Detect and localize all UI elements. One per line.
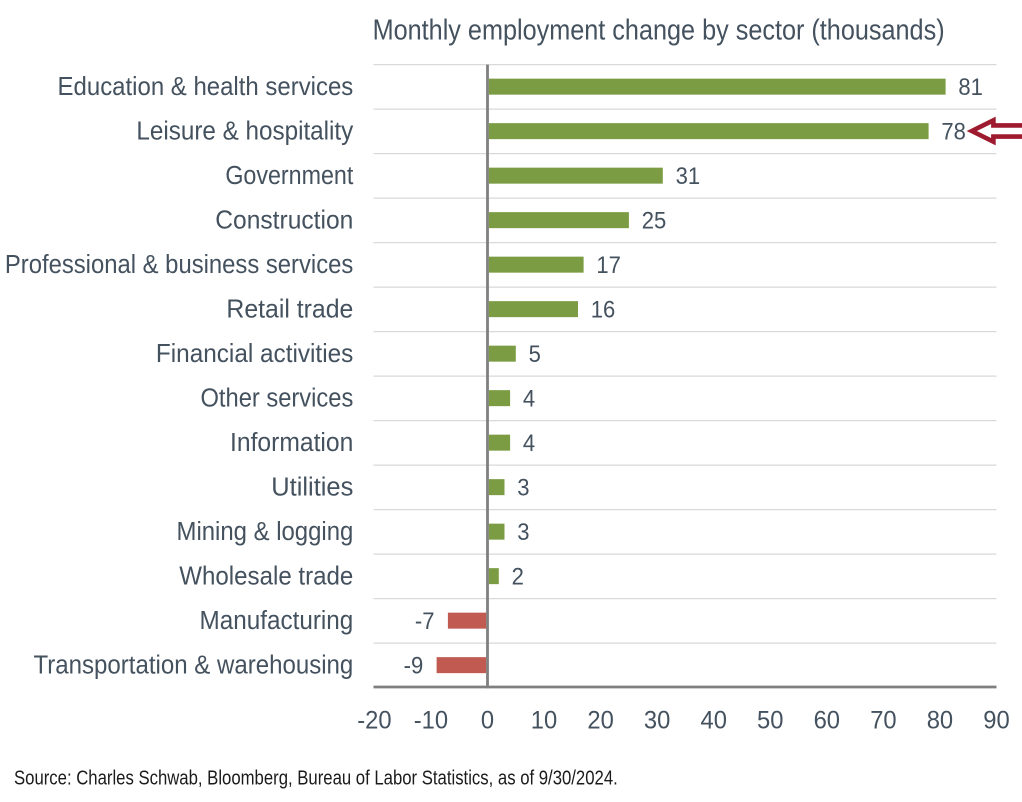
svg-text:Government: Government [225, 162, 353, 190]
svg-text:Professional & business servic: Professional & business services [5, 250, 353, 279]
svg-text:10: 10 [531, 707, 557, 735]
svg-text:Financial activities: Financial activities [156, 339, 353, 368]
svg-text:40: 40 [700, 707, 726, 735]
svg-text:31: 31 [676, 162, 701, 189]
svg-text:0: 0 [481, 707, 494, 735]
svg-text:16: 16 [591, 295, 616, 322]
svg-text:78: 78 [941, 117, 966, 144]
svg-text:Transportation & warehousing: Transportation & warehousing [34, 651, 354, 680]
svg-text:Source: Charles Schwab, Bloomb: Source: Charles Schwab, Bloomberg, Burea… [14, 766, 618, 789]
svg-text:Monthly employment change by s: Monthly employment change by sector (tho… [373, 13, 945, 46]
svg-text:Retail trade: Retail trade [226, 295, 353, 324]
svg-text:-10: -10 [414, 707, 448, 735]
svg-text:-20: -20 [357, 707, 391, 735]
svg-text:Construction: Construction [215, 206, 353, 235]
svg-text:-7: -7 [415, 607, 435, 634]
svg-text:Utilities: Utilities [271, 473, 353, 501]
svg-text:Other services: Other services [200, 384, 353, 413]
svg-text:3: 3 [517, 518, 529, 545]
svg-text:2: 2 [512, 562, 524, 589]
svg-text:Leisure & hospitality: Leisure & hospitality [136, 117, 353, 146]
svg-text:90: 90 [983, 707, 1009, 735]
svg-text:5: 5 [529, 340, 541, 367]
svg-text:80: 80 [927, 707, 953, 735]
svg-text:Education & health services: Education & health services [58, 72, 354, 101]
svg-text:81: 81 [958, 73, 983, 100]
svg-text:4: 4 [523, 429, 535, 456]
svg-text:Wholesale trade: Wholesale trade [179, 562, 353, 591]
svg-text:17: 17 [596, 251, 621, 278]
svg-text:20: 20 [587, 707, 613, 735]
svg-text:Information: Information [230, 428, 353, 457]
svg-text:25: 25 [642, 206, 667, 233]
svg-text:Mining & logging: Mining & logging [177, 517, 354, 546]
svg-text:Manufacturing: Manufacturing [199, 606, 353, 635]
svg-text:30: 30 [644, 707, 670, 735]
svg-text:70: 70 [870, 707, 896, 735]
svg-text:60: 60 [814, 707, 840, 735]
svg-text:3: 3 [517, 473, 529, 500]
svg-text:4: 4 [523, 384, 535, 411]
svg-text:50: 50 [757, 707, 783, 735]
svg-text:-9: -9 [404, 651, 424, 678]
